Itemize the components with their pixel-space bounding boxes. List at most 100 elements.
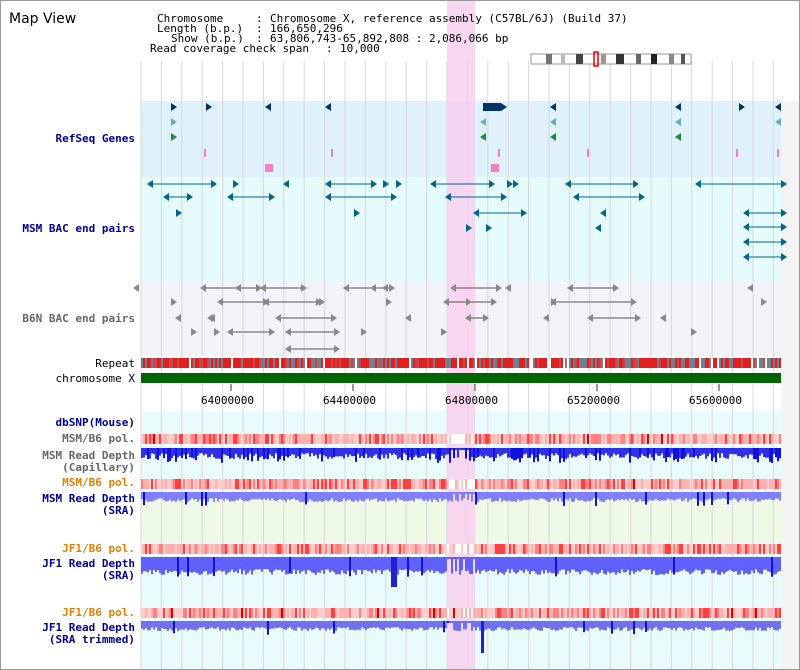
jf1-b6-pol-cell (761, 544, 763, 554)
jf1-b6-pol-cell (711, 544, 713, 554)
msm-b6-pol-2-cell (231, 479, 233, 489)
msm-sra-depth-bar (471, 492, 473, 502)
jf1-sra-depth-bar (649, 557, 651, 570)
msm-b6-pol-2-cell (193, 479, 195, 489)
jf1-sra-depth-bar (255, 557, 257, 570)
jf1-b6-pol-cell (541, 544, 543, 554)
jf1-b6-pol-cell (505, 544, 507, 554)
jf1-sra-depth-bar (487, 557, 489, 572)
jf1-trimmed-depth-bar (361, 621, 363, 628)
track-label-repeat[interactable]: Repeat (95, 357, 135, 370)
repeat-segment (677, 358, 679, 368)
track-label-msm-bac[interactable]: MSM BAC end pairs (22, 222, 135, 235)
msm-sra-depth-bar (599, 492, 601, 501)
track-label-b6n-bac[interactable]: B6N BAC end pairs (22, 312, 135, 325)
msm-sra-depth-bar (147, 492, 149, 502)
msm-sra-depth-bar (229, 492, 231, 502)
msm-capillary-depth-bar (653, 448, 655, 461)
msm-b6-pol-2-cell (745, 479, 747, 489)
track-label-jf1-b6-pol-2[interactable]: JF1/B6 pol. (62, 606, 135, 619)
jf1-b6-pol-2-cell (671, 608, 673, 618)
b6n-bac-end-marker (389, 284, 395, 292)
jf1-sra-depth-bar (579, 557, 581, 575)
msm-capillary-depth-bar (423, 448, 425, 457)
msm-b6-pol-cell (675, 434, 677, 444)
repeat-segment (401, 358, 403, 368)
msm-b6-pol-2-cell (441, 479, 443, 489)
msm-sra-depth-bar (389, 492, 391, 501)
jf1-trimmed-depth-bar (485, 621, 487, 630)
msm-sra-depth-bar (331, 492, 333, 499)
track-label-jf1-read-trimmed[interactable]: JF1 Read Depth (42, 621, 135, 634)
msm-sra-depth-bar (281, 492, 283, 500)
repeat-segment (573, 358, 575, 368)
jf1-trimmed-depth-bar (187, 621, 189, 631)
jf1-b6-pol-2-cell (161, 608, 163, 618)
msm-sra-depth-bar (437, 492, 439, 502)
refseq-pink-tick (204, 149, 206, 157)
jf1-b6-pol-cell (503, 544, 505, 554)
msm-capillary-depth-bar (539, 448, 541, 454)
chromosome-ideogram[interactable] (530, 51, 692, 67)
jf1-trimmed-depth-bar (259, 621, 261, 629)
msm-b6-pol-2-cell (399, 479, 401, 489)
jf1-trimmed-depth-bar (365, 621, 367, 631)
jf1-b6-pol-2-cell (625, 608, 627, 618)
msm-sra-depth-bar (301, 492, 303, 502)
repeat-segment (553, 358, 555, 368)
msm-sra-depth-bar (337, 492, 339, 502)
msm-b6-pol-2-cell (259, 479, 261, 489)
msm-capillary-depth-bar (339, 448, 341, 457)
jf1-trimmed-depth-bar (613, 621, 615, 630)
jf1-b6-pol-cell (317, 544, 319, 554)
msm-bac-marker (283, 180, 289, 188)
jf1-b6-pol-cell (247, 544, 249, 554)
track-label-refseq-genes[interactable]: RefSeq Genes (55, 132, 135, 145)
jf1-sra-depth-bar (277, 557, 279, 571)
jf1-sra-depth-bar (459, 557, 461, 575)
msm-sra-depth-bar (651, 492, 653, 501)
msm-sra-depth-bar (275, 492, 277, 502)
msm-sra-depth-bar (639, 492, 641, 500)
jf1-b6-pol-2-cell (457, 608, 459, 618)
track-label-msm-b6-pol-2[interactable]: MSM/B6 pol. (62, 476, 135, 489)
msm-b6-pol-cell (401, 434, 403, 444)
msm-b6-pol-cell (721, 434, 723, 444)
msm-b6-pol-2-cell (331, 479, 333, 489)
track-label-chromosome[interactable]: chromosome X (55, 372, 135, 385)
msm-capillary-depth-bar (301, 448, 303, 454)
msm-b6-pol-cell (535, 434, 537, 444)
msm-capillary-depth-bar (351, 448, 353, 457)
msm-sra-depth-bar (447, 492, 449, 502)
msm-b6-pol-2-cell (161, 479, 163, 489)
repeat-segment (771, 358, 773, 368)
msm-b6-pol-2-cell (735, 479, 737, 489)
msm-b6-pol-2-cell (241, 479, 243, 489)
repeat-segment (719, 358, 721, 368)
msm-b6-pol-2-cell (255, 479, 257, 489)
track-label-jf1-read-sra[interactable]: JF1 Read Depth (42, 557, 135, 570)
track-label-msm-read-sra[interactable]: MSM Read Depth (42, 492, 135, 505)
track-label-msm-read-capillary[interactable]: MSM Read Depth (42, 449, 135, 462)
ideogram-band (561, 54, 565, 64)
jf1-trimmed-depth-bar (389, 621, 391, 629)
msm-b6-pol-cell (659, 434, 661, 444)
jf1-b6-pol-cell (451, 544, 453, 554)
jf1-b6-pol-cell (301, 544, 303, 554)
repeat-segment (659, 358, 661, 368)
msm-capillary-depth-bar (317, 448, 319, 459)
msm-sra-depth-bar (487, 492, 489, 499)
track-label-msm-b6-pol[interactable]: MSM/B6 pol. (62, 432, 135, 445)
msm-b6-pol-2-cell (673, 479, 675, 489)
repeat-segment (253, 358, 255, 368)
msm-sra-depth-bar (157, 492, 159, 499)
msm-b6-pol-cell (487, 434, 489, 444)
msm-b6-pol-cell (485, 434, 487, 444)
msm-sra-depth-bar (497, 492, 499, 502)
jf1-b6-pol-2-cell (175, 608, 177, 618)
jf1-sra-depth-bar (665, 557, 667, 574)
track-label-jf1-b6-pol[interactable]: JF1/B6 pol. (62, 542, 135, 555)
jf1-b6-pol-2-cell (223, 608, 225, 618)
track-label-dbsnp[interactable]: dbSNP(Mouse) (55, 416, 135, 429)
